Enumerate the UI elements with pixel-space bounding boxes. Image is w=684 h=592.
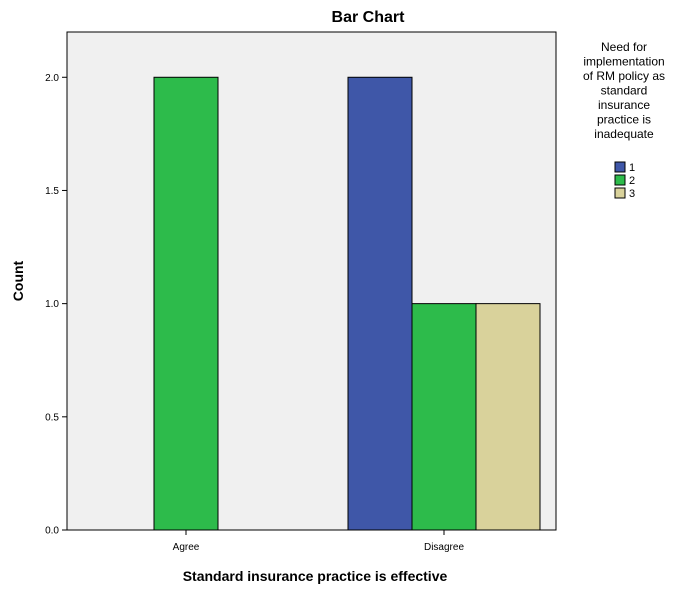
bar-agree-series-2 <box>153 76 219 531</box>
bars-group <box>153 76 541 531</box>
legend-label-1: 1 <box>629 162 635 174</box>
legend-title-line: practice is <box>597 113 651 127</box>
x-axis-title: Standard insurance practice is effective <box>183 568 448 584</box>
y-axis: 0.0 0.5 1.0 1.5 2.0 <box>45 73 67 537</box>
y-tick-label: 0.5 <box>45 412 59 423</box>
legend-swatch-2 <box>614 174 626 186</box>
bar-disagree-series-2 <box>411 303 477 531</box>
legend-label-2: 2 <box>629 175 635 187</box>
bar-disagree-series-1 <box>347 76 413 531</box>
legend-label-3: 3 <box>629 188 635 200</box>
x-axis: Agree Disagree <box>173 530 464 553</box>
legend-title-line: standard <box>601 84 648 98</box>
legend-swatch-1 <box>614 161 626 173</box>
legend-title-line: Need for <box>601 40 647 54</box>
legend-title-line: implementation <box>583 55 664 69</box>
x-tick-label: Agree <box>173 542 200 553</box>
bar-disagree-series-3 <box>475 303 541 531</box>
legend-title-line: inadequate <box>594 127 654 141</box>
legend-swatch-3 <box>614 187 626 199</box>
legend-title-line: of RM policy as <box>583 69 665 83</box>
x-tick-label: Disagree <box>424 542 464 553</box>
chart-title: Bar Chart <box>332 9 406 26</box>
y-tick-label: 0.0 <box>45 526 59 537</box>
y-axis-title: Count <box>10 260 26 301</box>
y-tick-label: 2.0 <box>45 73 59 84</box>
y-tick-label: 1.0 <box>45 299 59 310</box>
legend-title-line: insurance <box>598 98 650 112</box>
y-tick-label: 1.5 <box>45 186 59 197</box>
